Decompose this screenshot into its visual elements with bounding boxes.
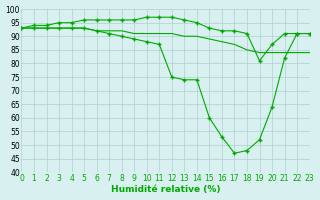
- X-axis label: Humidité relative (%): Humidité relative (%): [111, 185, 220, 194]
